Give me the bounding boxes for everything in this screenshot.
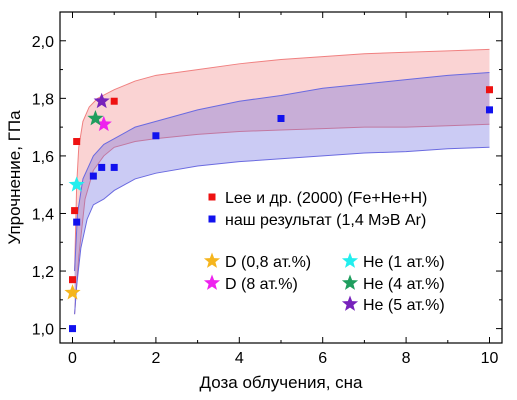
square-point-series-0	[485, 86, 493, 94]
legend-marker	[341, 295, 359, 311]
legend-label: D (8 ат.%)	[225, 276, 298, 293]
square-point-series-1	[277, 114, 285, 122]
x-tick-label: 2	[151, 350, 160, 367]
y-tick-label: 1,6	[32, 149, 54, 166]
star-point-series-2	[64, 284, 81, 300]
x-tick-label: 8	[402, 350, 411, 367]
y-tick-label: 2,0	[32, 34, 54, 51]
legend-marker	[203, 274, 221, 290]
square-point-series-1	[89, 172, 97, 180]
x-tick-label: 6	[318, 350, 327, 367]
axis-ticks: 0 2 4 6 8 10 1,0 1,2 1,4 1,6 1,8 2,0	[32, 12, 502, 367]
y-tick-label: 1,4	[32, 206, 54, 223]
band-0-lower-edge	[74, 123, 490, 315]
band-1-lower-edge	[74, 146, 490, 315]
square-point-series-1	[485, 106, 493, 114]
square-point-series-0	[110, 97, 118, 105]
square-point-series-0	[69, 276, 77, 284]
legend-label: He (4 ат.%)	[363, 276, 445, 293]
square-point-series-1	[73, 218, 81, 226]
band-1-upper-edge	[74, 71, 490, 272]
x-tick-label: 10	[481, 350, 499, 367]
star-point-series-4	[68, 176, 85, 192]
x-tick-label: 4	[235, 350, 244, 367]
square-point-series-0	[71, 207, 79, 215]
x-axis-title: Доза облучения, сна	[200, 373, 364, 392]
legend-marker	[341, 274, 359, 290]
band-0-upper-edge	[74, 48, 490, 272]
star-point-series-3	[95, 115, 112, 132]
y-tick-label: 1,2	[32, 264, 54, 281]
square-point-series-1	[98, 163, 106, 171]
square-point-series-1	[110, 163, 118, 171]
y-tick-label: 1,8	[32, 91, 54, 108]
square-point-series-1	[152, 132, 160, 140]
y-tick-label: 1,0	[32, 322, 54, 339]
legend-label: He (1 ат.%)	[363, 254, 445, 271]
legend: Lee и др. (2000) (Fe+He+H) наш результат …	[203, 190, 445, 314]
legend-label: He (5 ат.%)	[363, 297, 445, 314]
legend-marker	[208, 193, 216, 201]
legend-marker	[341, 252, 359, 268]
legend-label: наш результат (1,4 МэВ Ar)	[225, 212, 426, 229]
legend-marker	[203, 252, 221, 268]
data-points	[64, 86, 493, 333]
band-1-area	[74, 72, 490, 315]
legend-marker	[208, 215, 216, 223]
y-axis-title: Упрочнение, ГПа	[5, 110, 24, 245]
square-point-series-0	[73, 138, 81, 146]
uncertainty-bands	[74, 48, 490, 315]
legend-label: Lee и др. (2000) (Fe+He+H)	[225, 190, 427, 207]
x-tick-label: 0	[68, 350, 77, 367]
legend-label: D (0,8 ат.%)	[225, 254, 311, 271]
star-point-series-6	[93, 92, 110, 109]
square-point-series-1	[69, 325, 77, 333]
star-point-series-5	[87, 110, 104, 126]
